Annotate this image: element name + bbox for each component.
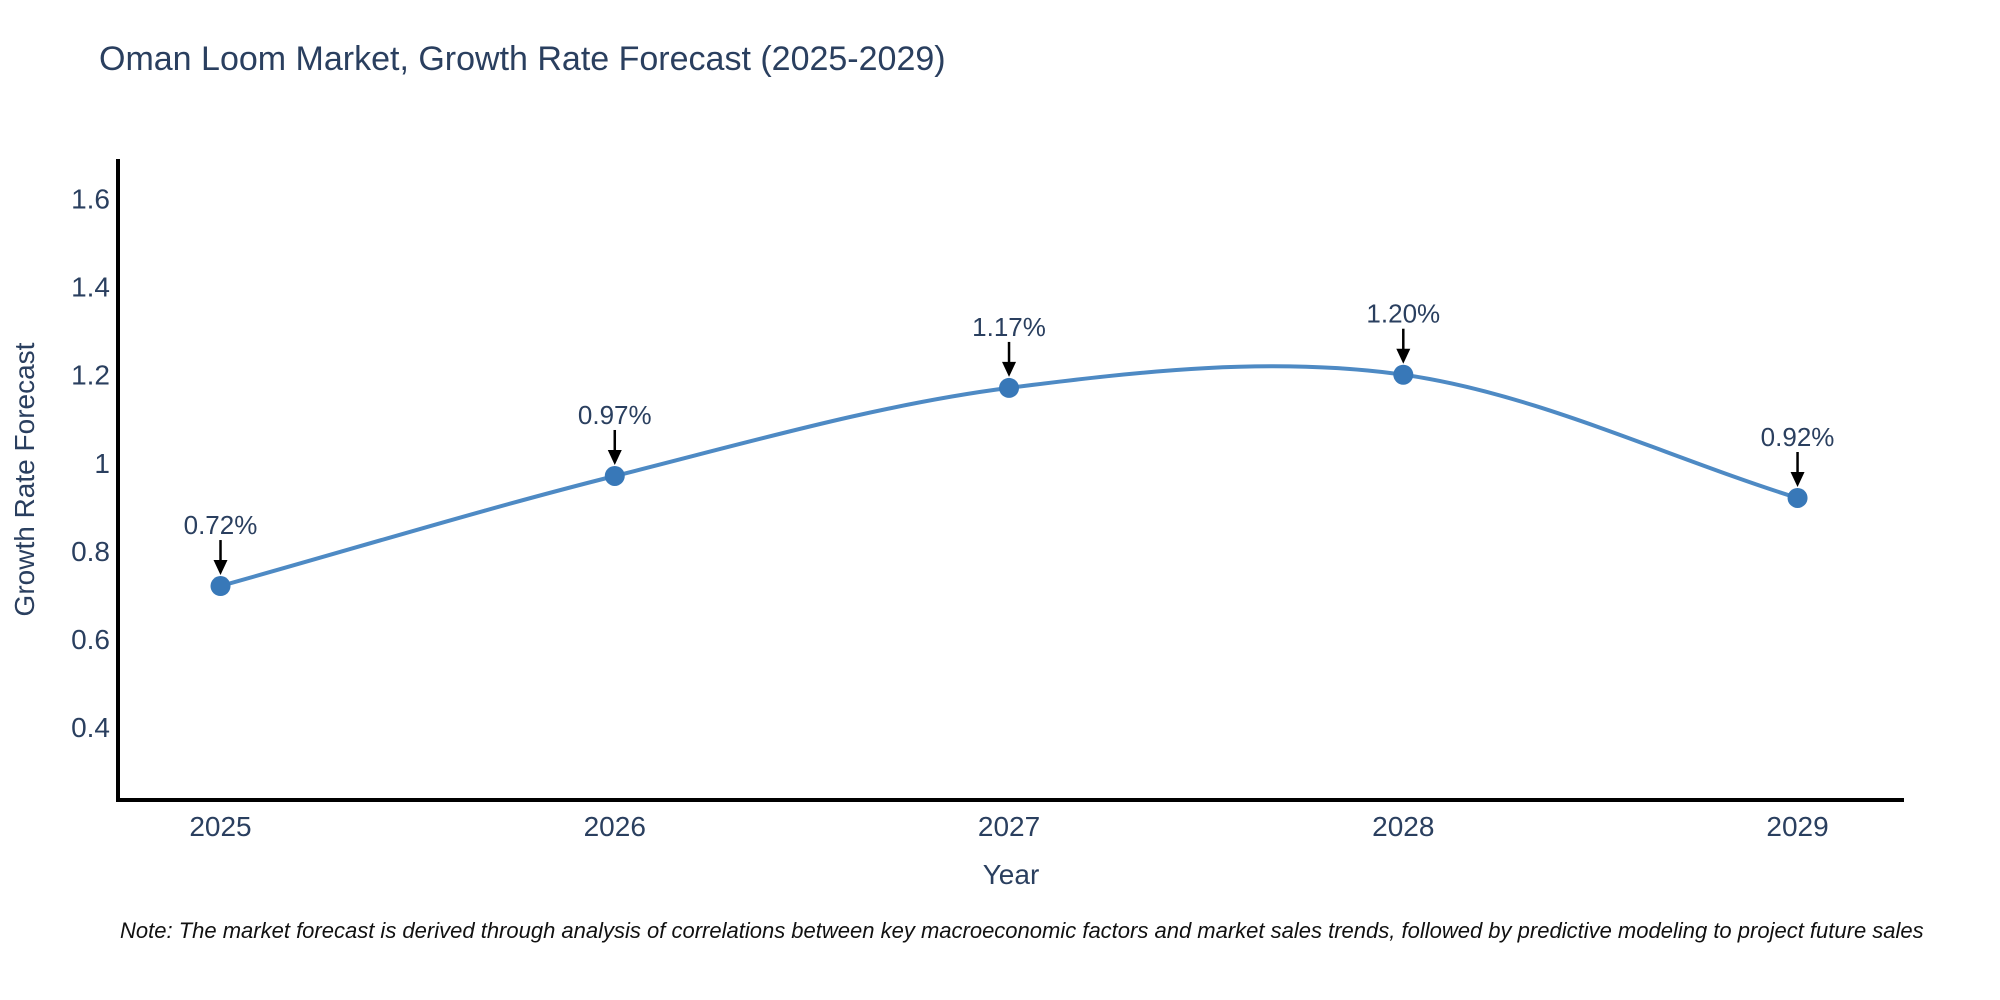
forecast-line <box>218 364 1800 588</box>
note-text: Note: The market forecast is derived thr… <box>120 918 1924 943</box>
point-annotation-label: 1.17% <box>972 312 1046 342</box>
point-annotation-label: 0.72% <box>184 510 258 540</box>
data-point-marker[interactable] <box>1787 487 1808 508</box>
chart-title: Oman Loom Market, Growth Rate Forecast (… <box>99 40 946 78</box>
x-tick-label: 2025 <box>189 811 251 842</box>
x-tick-label: 2028 <box>1372 811 1434 842</box>
annotation-arrow-head-icon <box>607 449 622 465</box>
annotation-arrow-head-icon <box>1790 471 1805 487</box>
data-point-marker[interactable] <box>604 465 625 486</box>
y-tick-label: 0.6 <box>71 624 110 655</box>
y-axis-title: Growth Rate Forecast <box>9 342 40 616</box>
annotation-arrow-head-icon <box>213 560 228 576</box>
point-annotation-label: 0.97% <box>578 400 652 430</box>
y-tick-label: 1.6 <box>71 184 110 215</box>
line-series-layer <box>210 364 1808 597</box>
axis-title-layer: Year Growth Rate Forecast <box>9 342 1039 890</box>
y-tick-label: 0.4 <box>71 712 110 743</box>
annotation-arrow-head-icon <box>1002 361 1017 377</box>
point-annotation: 1.17% <box>972 312 1046 377</box>
annotation-layer: 0.72% 0.97% 1.17% 1.20% 0.92% <box>184 299 1835 576</box>
point-annotation: 0.72% <box>184 510 258 576</box>
x-axis-title: Year <box>983 859 1040 890</box>
y-tick-label: 1 <box>94 448 110 479</box>
point-annotation: 0.97% <box>578 400 652 465</box>
tick-label-layer: 0.4 0.6 0.8 1 1.2 1.4 1.6 2025 2026 2027 2028 2029 <box>71 184 1829 842</box>
data-point-marker[interactable] <box>210 576 231 597</box>
point-annotation: 0.92% <box>1761 422 1835 487</box>
x-tick-label: 2029 <box>1766 811 1828 842</box>
point-annotation: 1.20% <box>1366 299 1440 364</box>
data-point-marker[interactable] <box>1393 364 1414 385</box>
point-annotation-label: 1.20% <box>1366 299 1440 329</box>
axes-layer <box>116 159 1904 802</box>
annotation-arrow-head-icon <box>1396 348 1411 364</box>
x-tick-label: 2027 <box>978 811 1040 842</box>
y-tick-label: 1.2 <box>71 360 110 391</box>
data-point-marker[interactable] <box>999 377 1020 398</box>
x-tick-label: 2026 <box>584 811 646 842</box>
y-tick-label: 0.8 <box>71 536 110 567</box>
point-annotation-label: 0.92% <box>1761 422 1835 452</box>
y-tick-label: 1.4 <box>71 272 110 303</box>
